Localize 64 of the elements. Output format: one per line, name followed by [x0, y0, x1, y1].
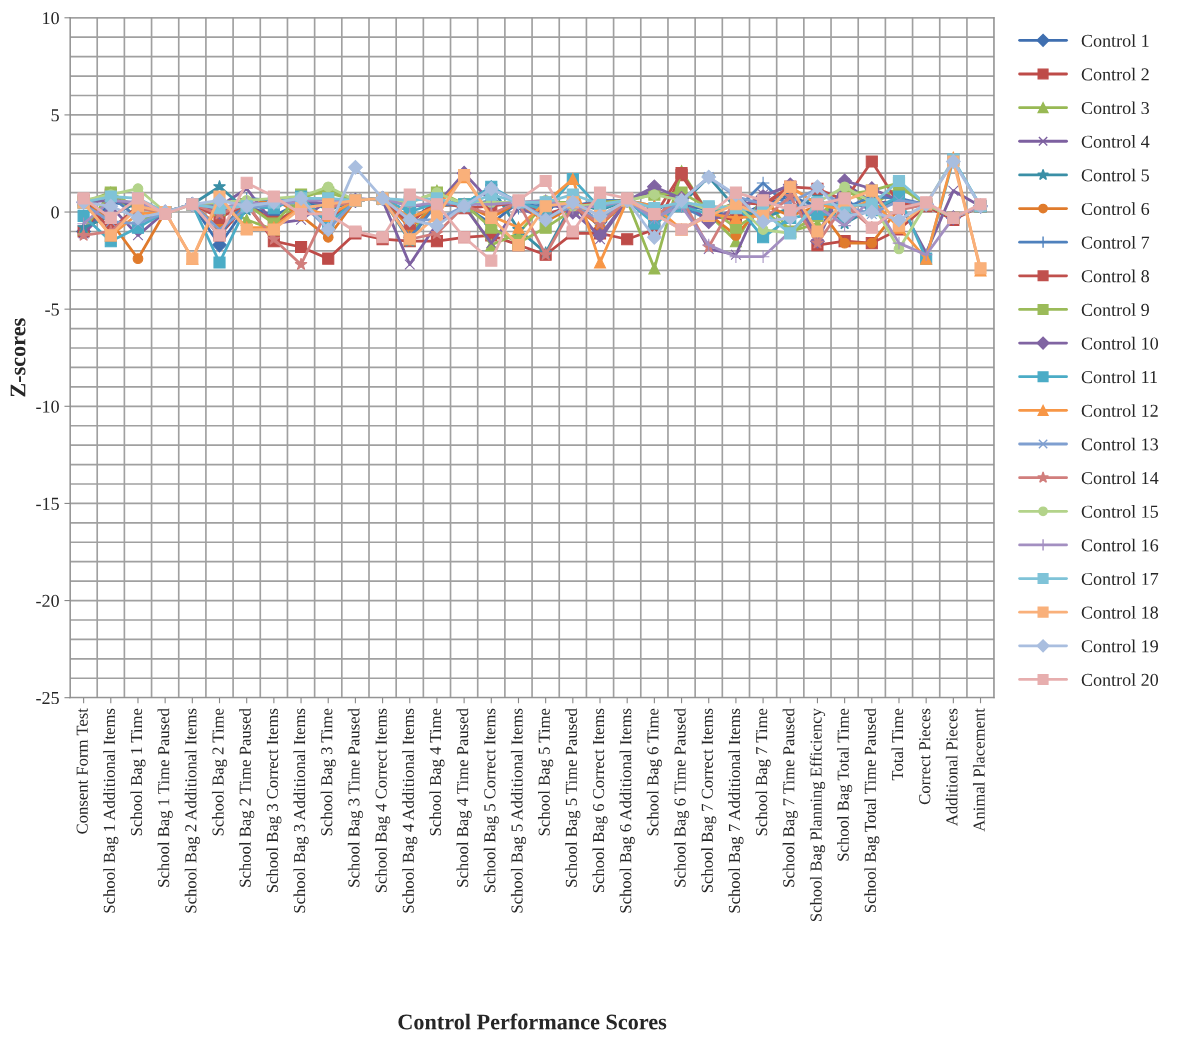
x-tick-label: School Bag 3 Time Paused — [347, 708, 363, 887]
x-tick-label: School Bag 6 Time Paused — [673, 708, 690, 887]
legend-label: Control 20 — [1081, 673, 1159, 686]
x-tick-label: Consent Form Test — [76, 708, 88, 834]
x-tick-label: School Bag 2 Time — [211, 708, 228, 836]
y-axis-title: Z-scores — [10, 318, 26, 397]
x-tick-label: School Bag 1 Time Paused — [157, 708, 173, 887]
legend-label: Control 13 — [1081, 437, 1159, 451]
legend-label: Control 16 — [1081, 538, 1159, 552]
x-tick-label: School Bag Total Time — [837, 708, 853, 861]
x-tick-label: School Bag Total Time Paused — [864, 708, 880, 913]
x-tick-label: School Bag 5 Time Paused — [565, 708, 581, 887]
y-tick-label: -5 — [45, 303, 59, 316]
x-axis-title: Control Performance Scores — [398, 1013, 667, 1030]
legend-label: Control 11 — [1081, 370, 1157, 384]
x-tick-label: School Bag 2 Additional Items — [184, 708, 200, 913]
legend-label: Control 17 — [1081, 572, 1159, 586]
legend-label: Control 9 — [1081, 303, 1149, 316]
x-tick-label: School Bag 4 Time — [429, 708, 445, 836]
x-tick-label: School Bag 4 Correct Items — [375, 708, 391, 893]
x-tick-label: School Bag 3 Additional Items — [293, 708, 309, 913]
x-tick-label: School Bag 7 Additional Items — [728, 708, 744, 913]
x-tick-label: Animal Placement — [972, 708, 985, 832]
legend-label: Control 10 — [1081, 336, 1159, 350]
legend-label: Control 12 — [1081, 404, 1158, 417]
x-tick-label: School Bag 2 Time Paused — [239, 708, 255, 887]
x-tick-label: School Bag 7 Time Paused — [782, 708, 798, 887]
legend-label: Control 18 — [1081, 605, 1159, 619]
x-tick-label: School Bag 5 Time — [538, 708, 554, 836]
y-tick-label: -25 — [36, 691, 59, 705]
legend-label: Control 14 — [1081, 471, 1159, 485]
legend-label: Control 3 — [1081, 101, 1149, 115]
legend-label: Control 2 — [1081, 67, 1149, 81]
y-tick-label: 5 — [51, 109, 59, 122]
legend-label: Control 15 — [1081, 505, 1159, 518]
legend-label: Control 6 — [1081, 202, 1150, 216]
legend-label: Control 5 — [1081, 168, 1149, 182]
x-tick-label: School Bag 7 Correct Items — [701, 708, 717, 893]
x-tick-label: School Bag 3 Time — [320, 708, 336, 836]
legend-label: Control 4 — [1081, 135, 1150, 148]
legend-label: Control 7 — [1081, 235, 1150, 249]
legend-label: Control 19 — [1081, 639, 1158, 653]
x-tick-label: School Bag 6 Time — [646, 708, 662, 836]
x-tick-label: School Bag 1 Additional Items — [103, 708, 119, 913]
x-tick-label: School Bag Planning Efficiency — [809, 708, 826, 921]
x-tick-label: School Bag 6 Correct Items — [592, 708, 608, 893]
x-tick-label: School Bag 6 Additional Items — [619, 708, 635, 913]
legend-label: Control 8 — [1081, 269, 1150, 283]
y-tick-label: -10 — [36, 400, 59, 413]
y-tick-label: -20 — [36, 594, 59, 607]
x-tick-label: School Bag 3 Correct Items — [266, 708, 282, 893]
legend-label: Control 1 — [1081, 34, 1149, 47]
y-tick-label: -15 — [36, 497, 59, 510]
y-tick-label: 0 — [51, 206, 59, 219]
x-tick-label: School Bag 1 Time — [130, 708, 146, 836]
x-tick-label: School Bag 4 Time Paused — [456, 708, 472, 887]
x-tick-label: School Bag 5 Additional Items — [510, 708, 527, 913]
x-tick-label: School Bag 7 Time — [755, 708, 771, 836]
x-tick-label: School Bag 4 Additional Items — [402, 708, 418, 913]
x-tick-label: Correct Pieces — [919, 708, 931, 805]
x-tick-label: Additional Pieces — [945, 708, 958, 826]
x-tick-label: Total Time — [891, 708, 904, 781]
y-tick-label: 10 — [43, 12, 59, 25]
x-tick-label: School Bag 5 Correct Items — [483, 708, 499, 893]
